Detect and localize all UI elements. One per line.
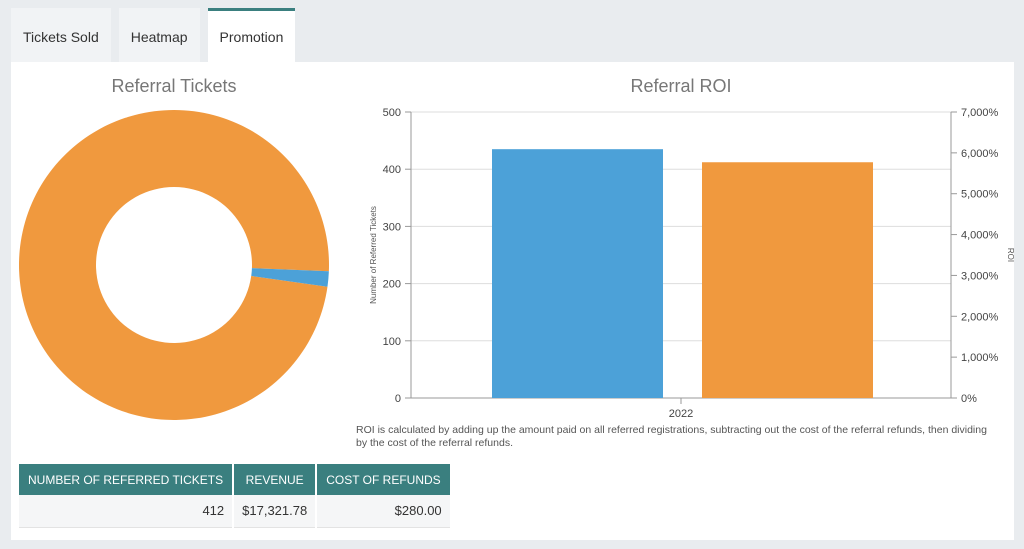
column-header-revenue: REVENUE	[233, 464, 318, 495]
tab-bar: Tickets Sold Heatmap Promotion	[11, 8, 296, 62]
donut-slice-1	[251, 268, 329, 287]
tab-tickets-sold[interactable]: Tickets Sold	[11, 8, 111, 62]
y-tick-label: 100	[383, 336, 401, 348]
table-row: 412 $17,321.78 $280.00	[19, 495, 452, 528]
bar-right-axis-series	[702, 162, 873, 398]
column-header-referred-tickets: NUMBER OF REFERRED TICKETS	[19, 464, 235, 495]
column-header-cost-of-refunds: COST OF REFUNDS	[316, 464, 452, 495]
y2-tick-label: 3,000%	[961, 270, 999, 282]
roi-explanation-note: ROI is calculated by adding up the amoun…	[356, 424, 987, 449]
y-tick-label: 200	[383, 279, 401, 291]
y-tick-label: 300	[383, 221, 401, 233]
table-header-row: NUMBER OF REFERRED TICKETS REVENUE COST …	[19, 464, 452, 495]
referral-roi-title: Referral ROI	[630, 76, 732, 96]
y2-tick-label: 2,000%	[961, 311, 999, 323]
cell-referred-tickets: 412	[19, 495, 235, 528]
x-category-label: 2022	[669, 408, 693, 420]
y-axis-label: Number of Referred Tickets	[369, 206, 378, 304]
referral-tickets-title: Referral Tickets	[111, 76, 237, 96]
referral-summary-table: NUMBER OF REFERRED TICKETS REVENUE COST …	[19, 464, 452, 528]
tab-promotion[interactable]: Promotion	[207, 8, 296, 62]
referral-roi-bar-chart: 0 100 200 300 400 500 0% 1,000% 2,000% 3,000% 4,00…	[369, 107, 1015, 420]
y2-tick-label: 7,000%	[961, 107, 999, 119]
cell-revenue: $17,321.78	[233, 495, 318, 528]
y2-tick-label: 0%	[961, 393, 977, 405]
y2-tick-label: 1,000%	[961, 352, 999, 364]
y2-tick-label: 4,000%	[961, 230, 999, 242]
y2-tick-label: 6,000%	[961, 148, 999, 160]
y2-axis-label: ROI	[1006, 248, 1015, 262]
referral-tickets-donut-chart	[18, 110, 329, 421]
y-tick-label: 0	[395, 393, 401, 405]
promotion-panel: Referral Tickets Referral ROI 0 100 200 300…	[11, 62, 1015, 540]
tab-heatmap[interactable]: Heatmap	[118, 8, 200, 62]
donut-slice-0	[18, 110, 329, 421]
y-tick-label: 400	[383, 164, 401, 176]
y2-tick-label: 5,000%	[961, 189, 999, 201]
bar-left-axis-series	[492, 149, 663, 398]
y-tick-label: 500	[383, 107, 401, 119]
cell-cost-of-refunds: $280.00	[316, 495, 452, 528]
